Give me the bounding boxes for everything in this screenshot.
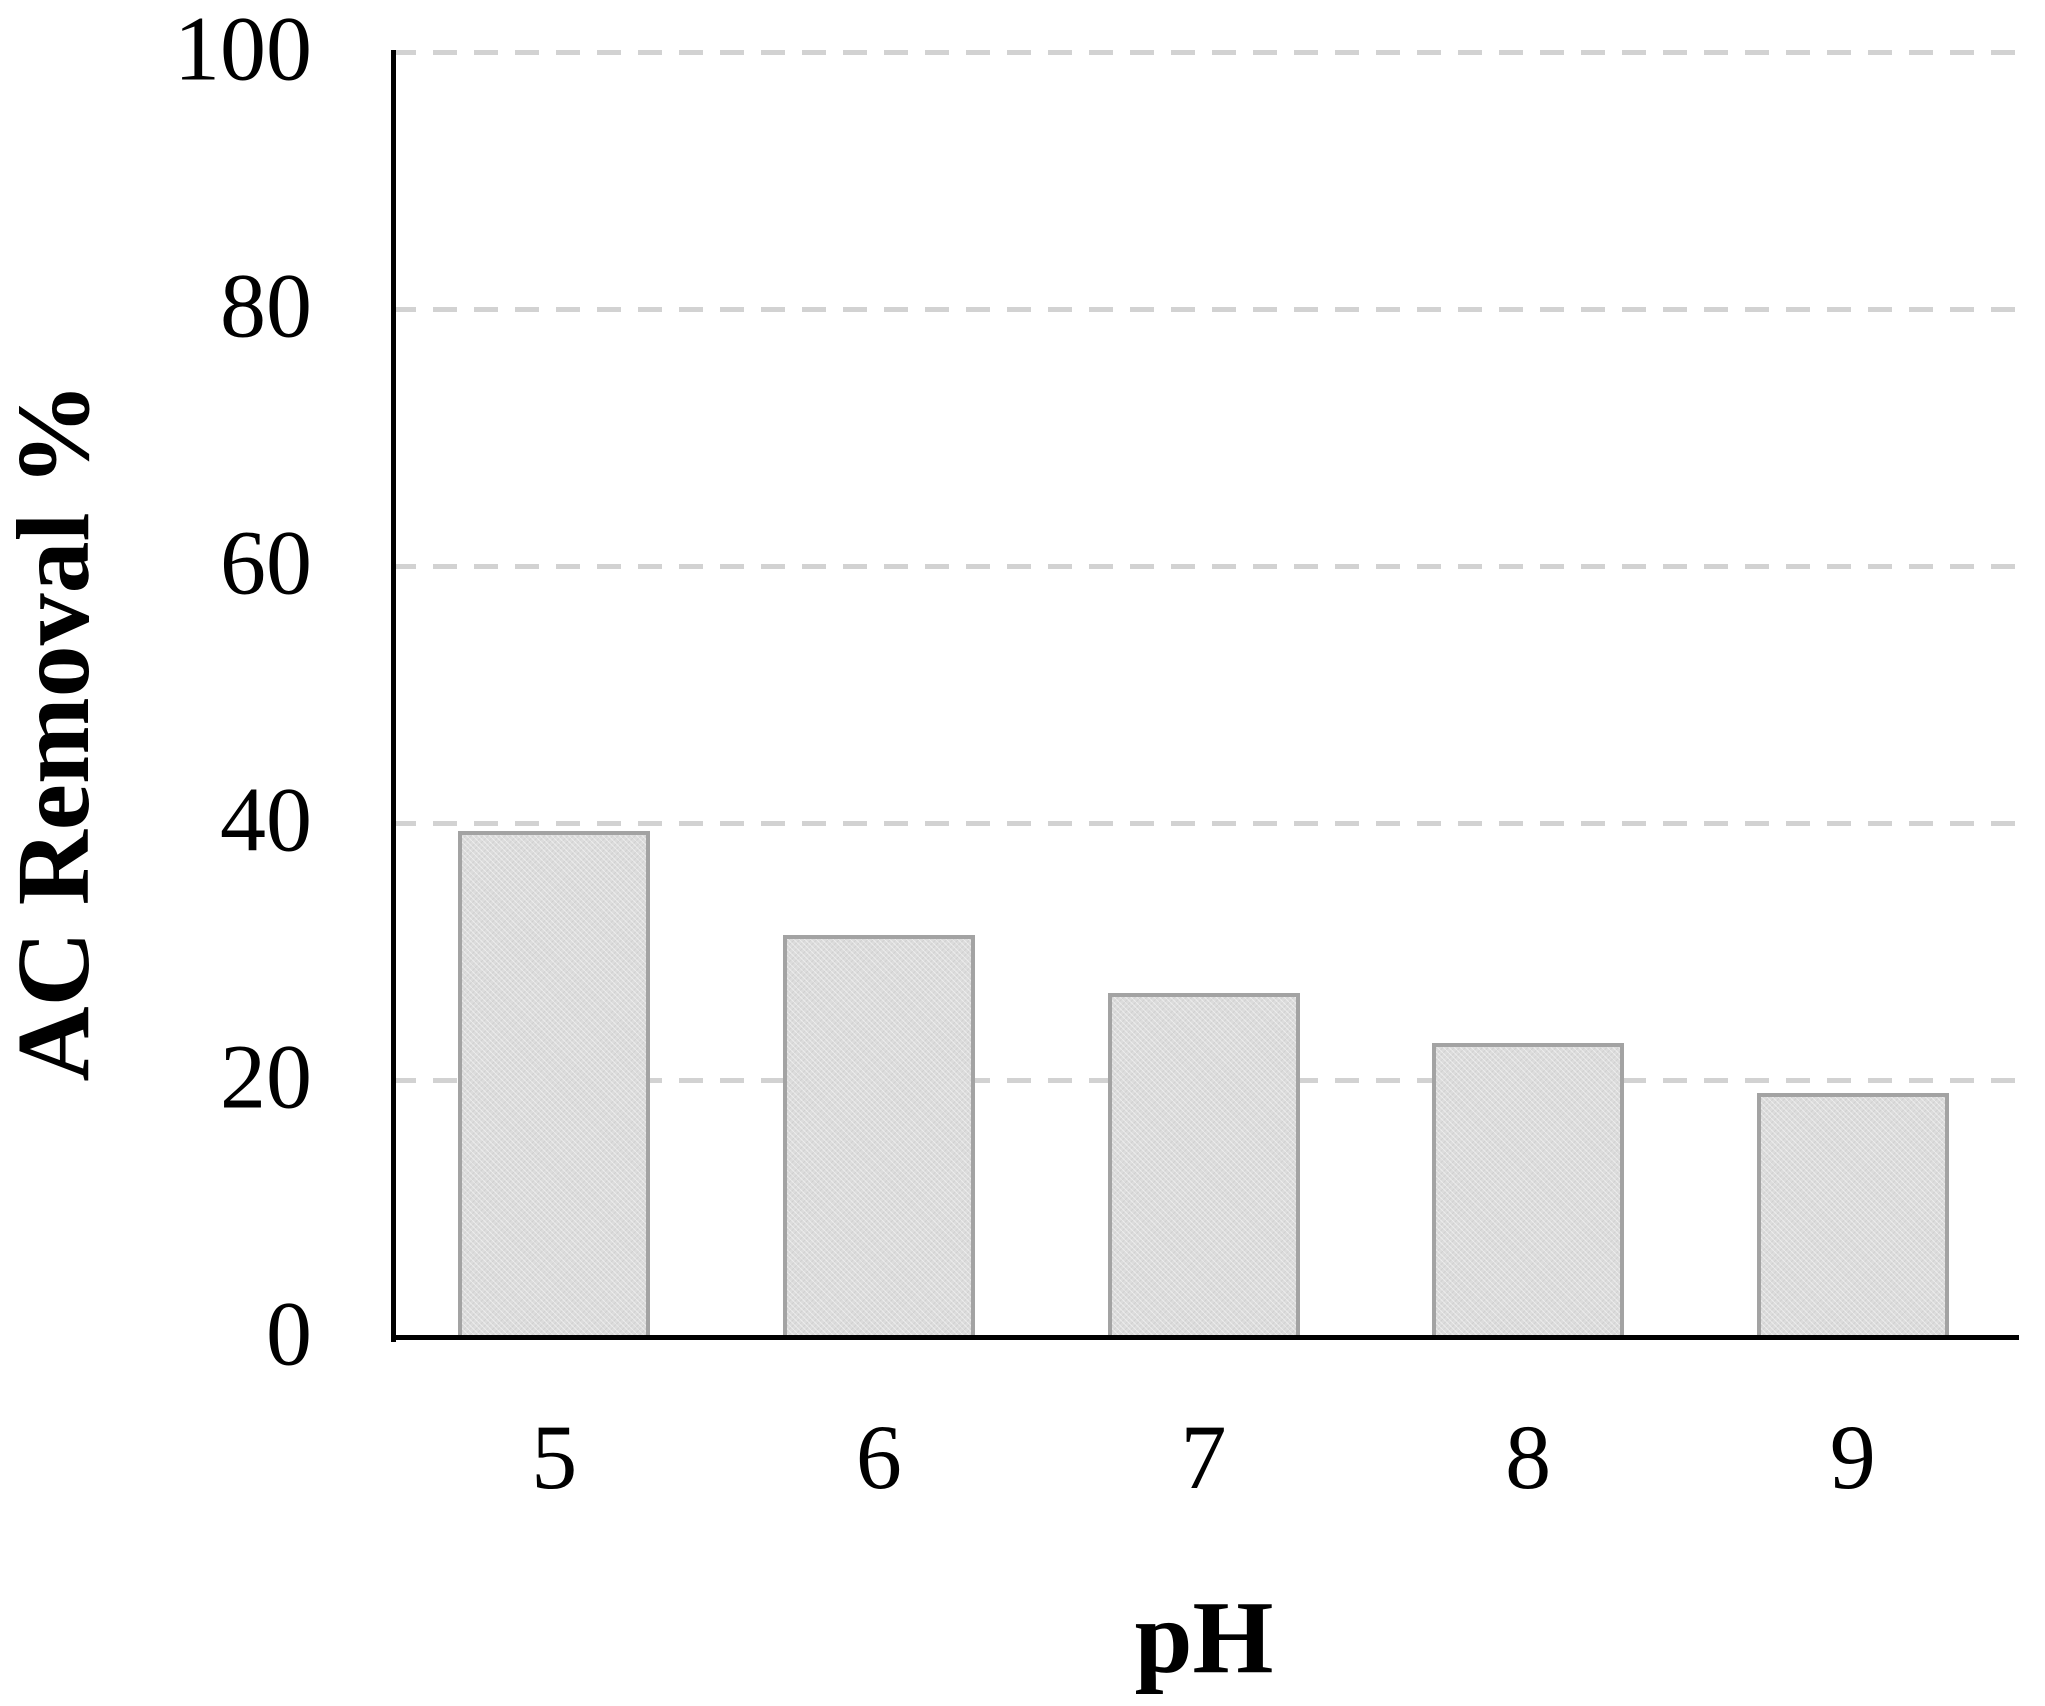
x-axis-line <box>391 1335 2019 1340</box>
x-tick-label-5: 5 <box>531 1406 578 1508</box>
y-axis-line <box>391 50 396 1342</box>
gridline-y40 <box>392 821 2015 826</box>
gridline-y100 <box>392 50 2015 55</box>
y-tick-label-100: 100 <box>174 0 312 100</box>
bar-ph-5 <box>458 830 651 1339</box>
y-tick-label-60: 60 <box>220 511 312 614</box>
x-tick-label-7: 7 <box>1180 1406 1227 1508</box>
x-tick-label-8: 8 <box>1505 1406 1552 1508</box>
bar-ph-9 <box>1756 1092 1949 1339</box>
y-axis-title: AC Removal % <box>0 382 111 1082</box>
bar-ph-8 <box>1432 1042 1625 1339</box>
x-tick-label-9: 9 <box>1829 1406 1876 1508</box>
y-tick-label-40: 40 <box>220 768 312 871</box>
y-tick-label-80: 80 <box>220 254 312 357</box>
bar-ph-6 <box>782 934 975 1339</box>
x-axis-title: pH <box>1134 1580 1274 1695</box>
y-tick-label-0: 0 <box>266 1282 312 1385</box>
y-tick-label-20: 20 <box>220 1025 312 1128</box>
bar-ph-7 <box>1107 992 1300 1339</box>
gridline-y60 <box>392 564 2015 569</box>
gridline-y80 <box>392 307 2015 312</box>
x-tick-label-6: 6 <box>855 1406 902 1508</box>
